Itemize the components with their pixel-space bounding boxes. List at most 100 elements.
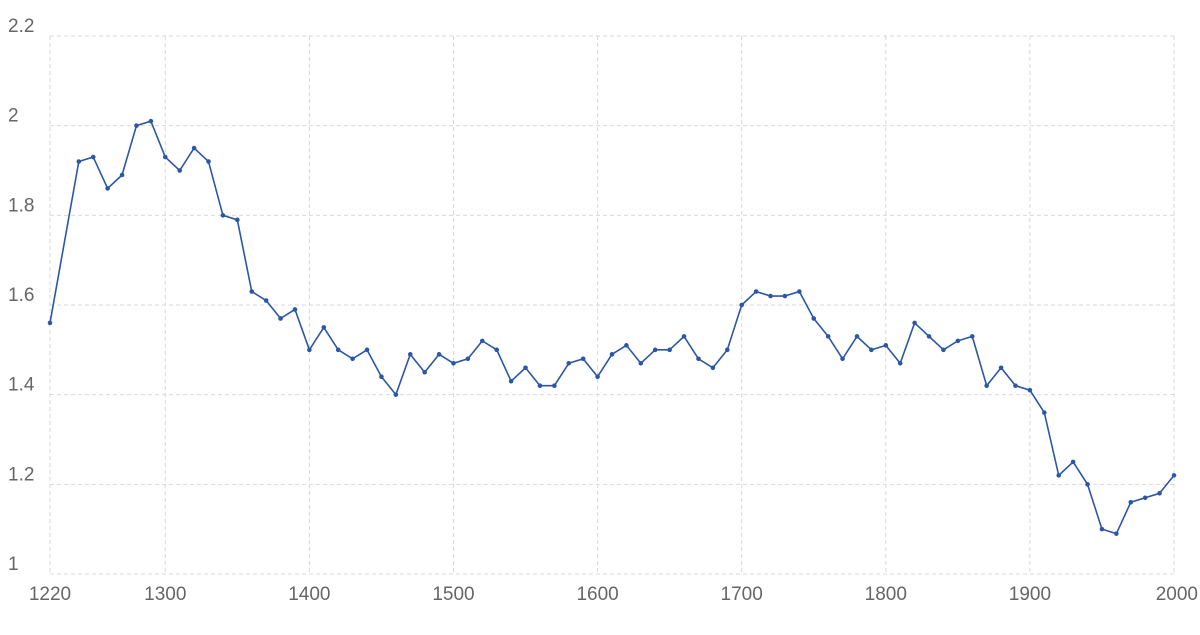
data-point[interactable] (47, 320, 53, 326)
data-point[interactable] (523, 365, 528, 371)
data-point[interactable] (912, 320, 917, 326)
data-point[interactable] (220, 213, 226, 218)
data-point[interactable] (90, 154, 96, 160)
data-point[interactable] (407, 352, 413, 357)
data-point[interactable] (897, 360, 903, 366)
data-point[interactable] (998, 365, 1004, 371)
data-point[interactable] (1027, 387, 1033, 393)
data-point[interactable] (869, 347, 874, 353)
data-point[interactable] (667, 347, 672, 353)
data-point[interactable] (1099, 526, 1105, 532)
data-point[interactable] (941, 347, 946, 353)
data-point[interactable] (710, 365, 716, 371)
data-point[interactable] (797, 289, 802, 294)
x-tick-label: 1900 (1009, 584, 1051, 605)
y-tick-label: 1.4 (8, 375, 35, 396)
data-point[interactable] (105, 186, 110, 191)
series-line (49, 120, 1175, 535)
x-tick-label: 1600 (576, 584, 618, 605)
data-point[interactable] (696, 356, 701, 362)
data-point[interactable] (162, 154, 168, 160)
data-point[interactable] (249, 289, 255, 294)
data-point[interactable] (638, 360, 644, 366)
data-point[interactable] (566, 360, 572, 366)
y-tick-label: 1.2 (8, 464, 34, 485)
y-tick-label: 2.2 (8, 16, 34, 37)
data-point[interactable] (883, 343, 889, 348)
data-point[interactable] (1013, 383, 1018, 389)
data-point[interactable] (552, 383, 557, 389)
data-point[interactable] (969, 334, 975, 339)
data-point[interactable] (379, 374, 384, 380)
data-point[interactable] (480, 338, 485, 344)
data-point[interactable] (292, 307, 298, 312)
data-point[interactable] (494, 347, 500, 353)
data-point[interactable] (811, 316, 817, 321)
data-point[interactable] (508, 378, 514, 384)
tick-label-layer: 1 1.2 1.4 1.6 1.8 2 2.2 1220 1300 1400 1500 1600 170… (8, 16, 1198, 605)
data-point[interactable] (307, 347, 312, 353)
x-tick-label: 1500 (432, 584, 474, 605)
data-point[interactable] (609, 352, 615, 357)
data-point[interactable] (177, 168, 182, 173)
data-point[interactable] (537, 383, 543, 389)
data-point[interactable] (436, 352, 442, 357)
data-point[interactable] (1056, 473, 1062, 478)
data-point[interactable] (119, 172, 125, 178)
data-point[interactable] (191, 145, 197, 151)
x-tick-label: 1400 (288, 584, 330, 605)
grid-layer (49, 35, 1175, 575)
data-point[interactable] (148, 118, 154, 124)
data-point[interactable] (235, 217, 240, 223)
data-point[interactable] (681, 334, 687, 339)
data-point[interactable] (782, 293, 788, 299)
data-point[interactable] (724, 347, 730, 353)
x-tick-label: 1800 (865, 584, 907, 605)
data-point[interactable] (278, 316, 283, 321)
data-point[interactable] (134, 123, 139, 128)
data-point[interactable] (1171, 473, 1177, 478)
data-point[interactable] (984, 383, 989, 389)
data-point[interactable] (955, 338, 961, 344)
data-point[interactable] (768, 293, 773, 299)
data-point[interactable] (652, 347, 658, 353)
data-point[interactable] (206, 159, 211, 164)
data-point[interactable] (595, 374, 600, 380)
data-point[interactable] (926, 334, 932, 339)
data-point[interactable] (580, 356, 586, 362)
data-point[interactable] (335, 347, 341, 353)
x-tick-label: 1220 (29, 584, 71, 605)
data-point[interactable] (1042, 410, 1047, 415)
y-tick-label: 1.6 (8, 285, 34, 306)
data-point[interactable] (350, 356, 355, 362)
data-point[interactable] (840, 356, 845, 362)
data-point[interactable] (422, 369, 427, 375)
data-point[interactable] (1128, 499, 1134, 505)
x-tick-label: 1300 (144, 584, 186, 605)
data-point[interactable] (263, 298, 269, 303)
data-point[interactable] (321, 325, 327, 330)
y-tick-label: 1 (8, 554, 19, 575)
y-tick-label: 1.8 (8, 195, 34, 216)
data-point[interactable] (825, 334, 831, 339)
data-point[interactable] (76, 159, 82, 164)
x-tick-label: 2000 (1156, 584, 1198, 605)
data-point[interactable] (1085, 482, 1090, 487)
x-tick-label: 1700 (721, 584, 763, 605)
data-point[interactable] (753, 289, 759, 294)
series-layer (47, 118, 1177, 536)
data-point[interactable] (1142, 495, 1148, 501)
data-point[interactable] (1114, 531, 1119, 536)
data-point[interactable] (739, 302, 744, 308)
y-tick-label: 2 (8, 106, 19, 127)
data-point[interactable] (624, 343, 629, 348)
data-point[interactable] (393, 392, 399, 397)
data-point[interactable] (465, 356, 471, 362)
data-point[interactable] (1157, 491, 1162, 496)
data-point[interactable] (1070, 459, 1076, 465)
data-point[interactable] (854, 334, 860, 339)
data-point[interactable] (451, 360, 456, 366)
data-point[interactable] (364, 347, 370, 353)
